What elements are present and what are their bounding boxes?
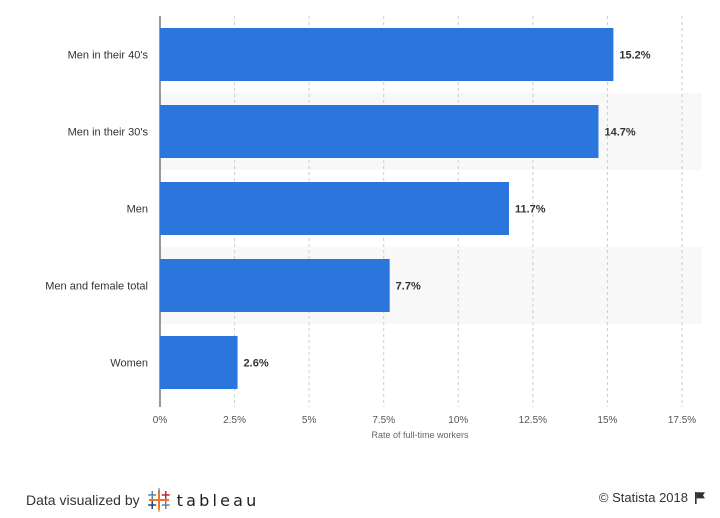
x-tick-label: 10% bbox=[448, 415, 468, 426]
visualized-by-text: Data visualized by bbox=[26, 492, 140, 508]
bar[interactable] bbox=[160, 336, 238, 389]
category-label: Men in their 40's bbox=[68, 50, 149, 62]
tableau-wordmark: tableau bbox=[176, 490, 260, 510]
x-tick-label: 12.5% bbox=[519, 415, 547, 426]
x-tick-label: 15% bbox=[597, 415, 617, 426]
tableau-cross-icon bbox=[147, 488, 170, 512]
value-label: 2.6% bbox=[244, 358, 269, 370]
category-label: Women bbox=[110, 358, 148, 370]
bar[interactable] bbox=[160, 28, 614, 81]
x-axis-label: Rate of full-time workers bbox=[371, 430, 469, 440]
x-tick-label: 17.5% bbox=[668, 415, 696, 426]
bar[interactable] bbox=[160, 259, 390, 312]
value-label: 14.7% bbox=[604, 127, 635, 139]
value-label: 11.7% bbox=[515, 204, 546, 216]
tableau-logo[interactable]: tableau bbox=[147, 488, 260, 512]
bar-chart: Men in their 40's Men in their 30's Men Men… bbox=[45, 16, 697, 440]
x-tick-label: 0% bbox=[153, 415, 168, 426]
x-tick-label: 7.5% bbox=[372, 415, 395, 426]
value-label: 7.7% bbox=[396, 281, 421, 293]
x-tick-label: 5% bbox=[302, 415, 317, 426]
category-label: Men and female total bbox=[45, 281, 148, 293]
data-visualized-by[interactable]: Data visualized by tableau bbox=[26, 488, 260, 512]
copyright-text: © Statista 2018 bbox=[598, 490, 688, 505]
bar[interactable] bbox=[160, 105, 599, 158]
x-tick-label: 2.5% bbox=[223, 415, 246, 426]
bar[interactable] bbox=[160, 182, 509, 235]
copyright: © Statista 2018 bbox=[599, 490, 706, 505]
flag-icon[interactable] bbox=[694, 491, 706, 504]
category-label: Men bbox=[127, 204, 148, 216]
value-label: 15.2% bbox=[619, 50, 650, 62]
category-label: Men in their 30's bbox=[68, 127, 149, 139]
